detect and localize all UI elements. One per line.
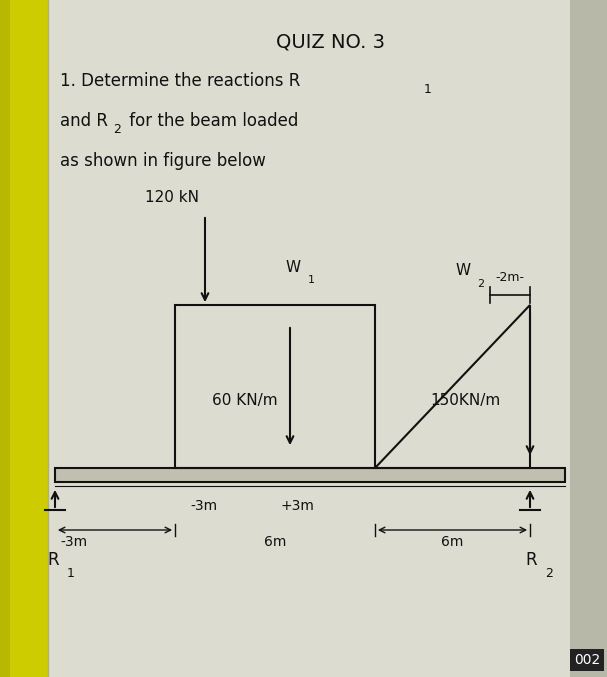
Text: 150KN/m: 150KN/m bbox=[430, 393, 500, 408]
Bar bbox=[175, 305, 375, 468]
Text: +3m: +3m bbox=[280, 499, 314, 513]
Text: 1. Determine the reactions R: 1. Determine the reactions R bbox=[60, 72, 300, 90]
Text: and R: and R bbox=[60, 112, 108, 130]
Text: 2: 2 bbox=[113, 123, 121, 136]
Text: W: W bbox=[285, 260, 300, 275]
Text: 60 KN/m: 60 KN/m bbox=[212, 393, 278, 408]
Text: 002: 002 bbox=[574, 653, 600, 667]
Text: 1: 1 bbox=[308, 275, 315, 285]
Text: 6m: 6m bbox=[441, 535, 463, 549]
Text: 2: 2 bbox=[545, 567, 553, 580]
Text: R: R bbox=[525, 551, 537, 569]
Text: -3m: -3m bbox=[60, 535, 87, 549]
Text: 120 kN: 120 kN bbox=[145, 190, 199, 205]
Text: R: R bbox=[47, 551, 59, 569]
Text: QUIZ NO. 3: QUIZ NO. 3 bbox=[276, 32, 384, 51]
Text: W: W bbox=[455, 263, 470, 278]
Text: for the beam loaded: for the beam loaded bbox=[124, 112, 299, 130]
Bar bbox=[55, 468, 565, 482]
Text: -2m-: -2m- bbox=[495, 271, 524, 284]
Text: 2: 2 bbox=[477, 279, 484, 289]
Text: -3m: -3m bbox=[190, 499, 217, 513]
Text: as shown in figure below: as shown in figure below bbox=[60, 152, 266, 170]
Bar bbox=[570, 0, 607, 677]
Text: 6m: 6m bbox=[264, 535, 286, 549]
Text: 1: 1 bbox=[424, 83, 432, 96]
Bar bbox=[10, 0, 48, 677]
Text: 1: 1 bbox=[67, 567, 75, 580]
Bar bbox=[0, 0, 48, 677]
